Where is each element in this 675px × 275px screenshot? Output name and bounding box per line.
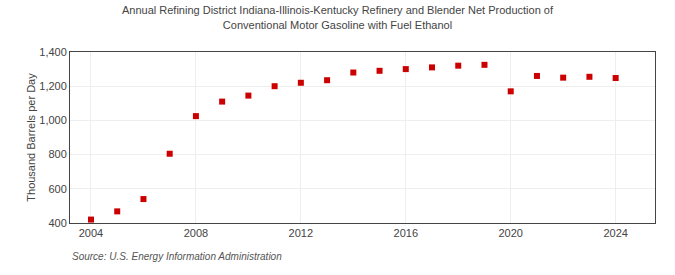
svg-text:1,200: 1,200 (39, 80, 67, 92)
svg-text:1,000: 1,000 (39, 114, 67, 126)
svg-text:Source: U.S. Energy Informatio: Source: U.S. Energy Information Administ… (72, 251, 282, 262)
svg-text:2020: 2020 (498, 227, 522, 239)
svg-text:1,400: 1,400 (39, 46, 67, 58)
svg-text:600: 600 (48, 183, 66, 195)
svg-text:800: 800 (48, 148, 66, 160)
svg-text:Thousand Barrels per Day: Thousand Barrels per Day (25, 73, 37, 202)
svg-text:2012: 2012 (289, 227, 313, 239)
svg-text:2008: 2008 (184, 227, 208, 239)
svg-text:Annual Refining District India: Annual Refining District Indiana-Illinoi… (122, 4, 554, 30)
svg-text:2024: 2024 (603, 227, 627, 239)
svg-text:400: 400 (48, 217, 66, 229)
svg-text:2004: 2004 (79, 227, 103, 239)
svg-text:2016: 2016 (394, 227, 418, 239)
